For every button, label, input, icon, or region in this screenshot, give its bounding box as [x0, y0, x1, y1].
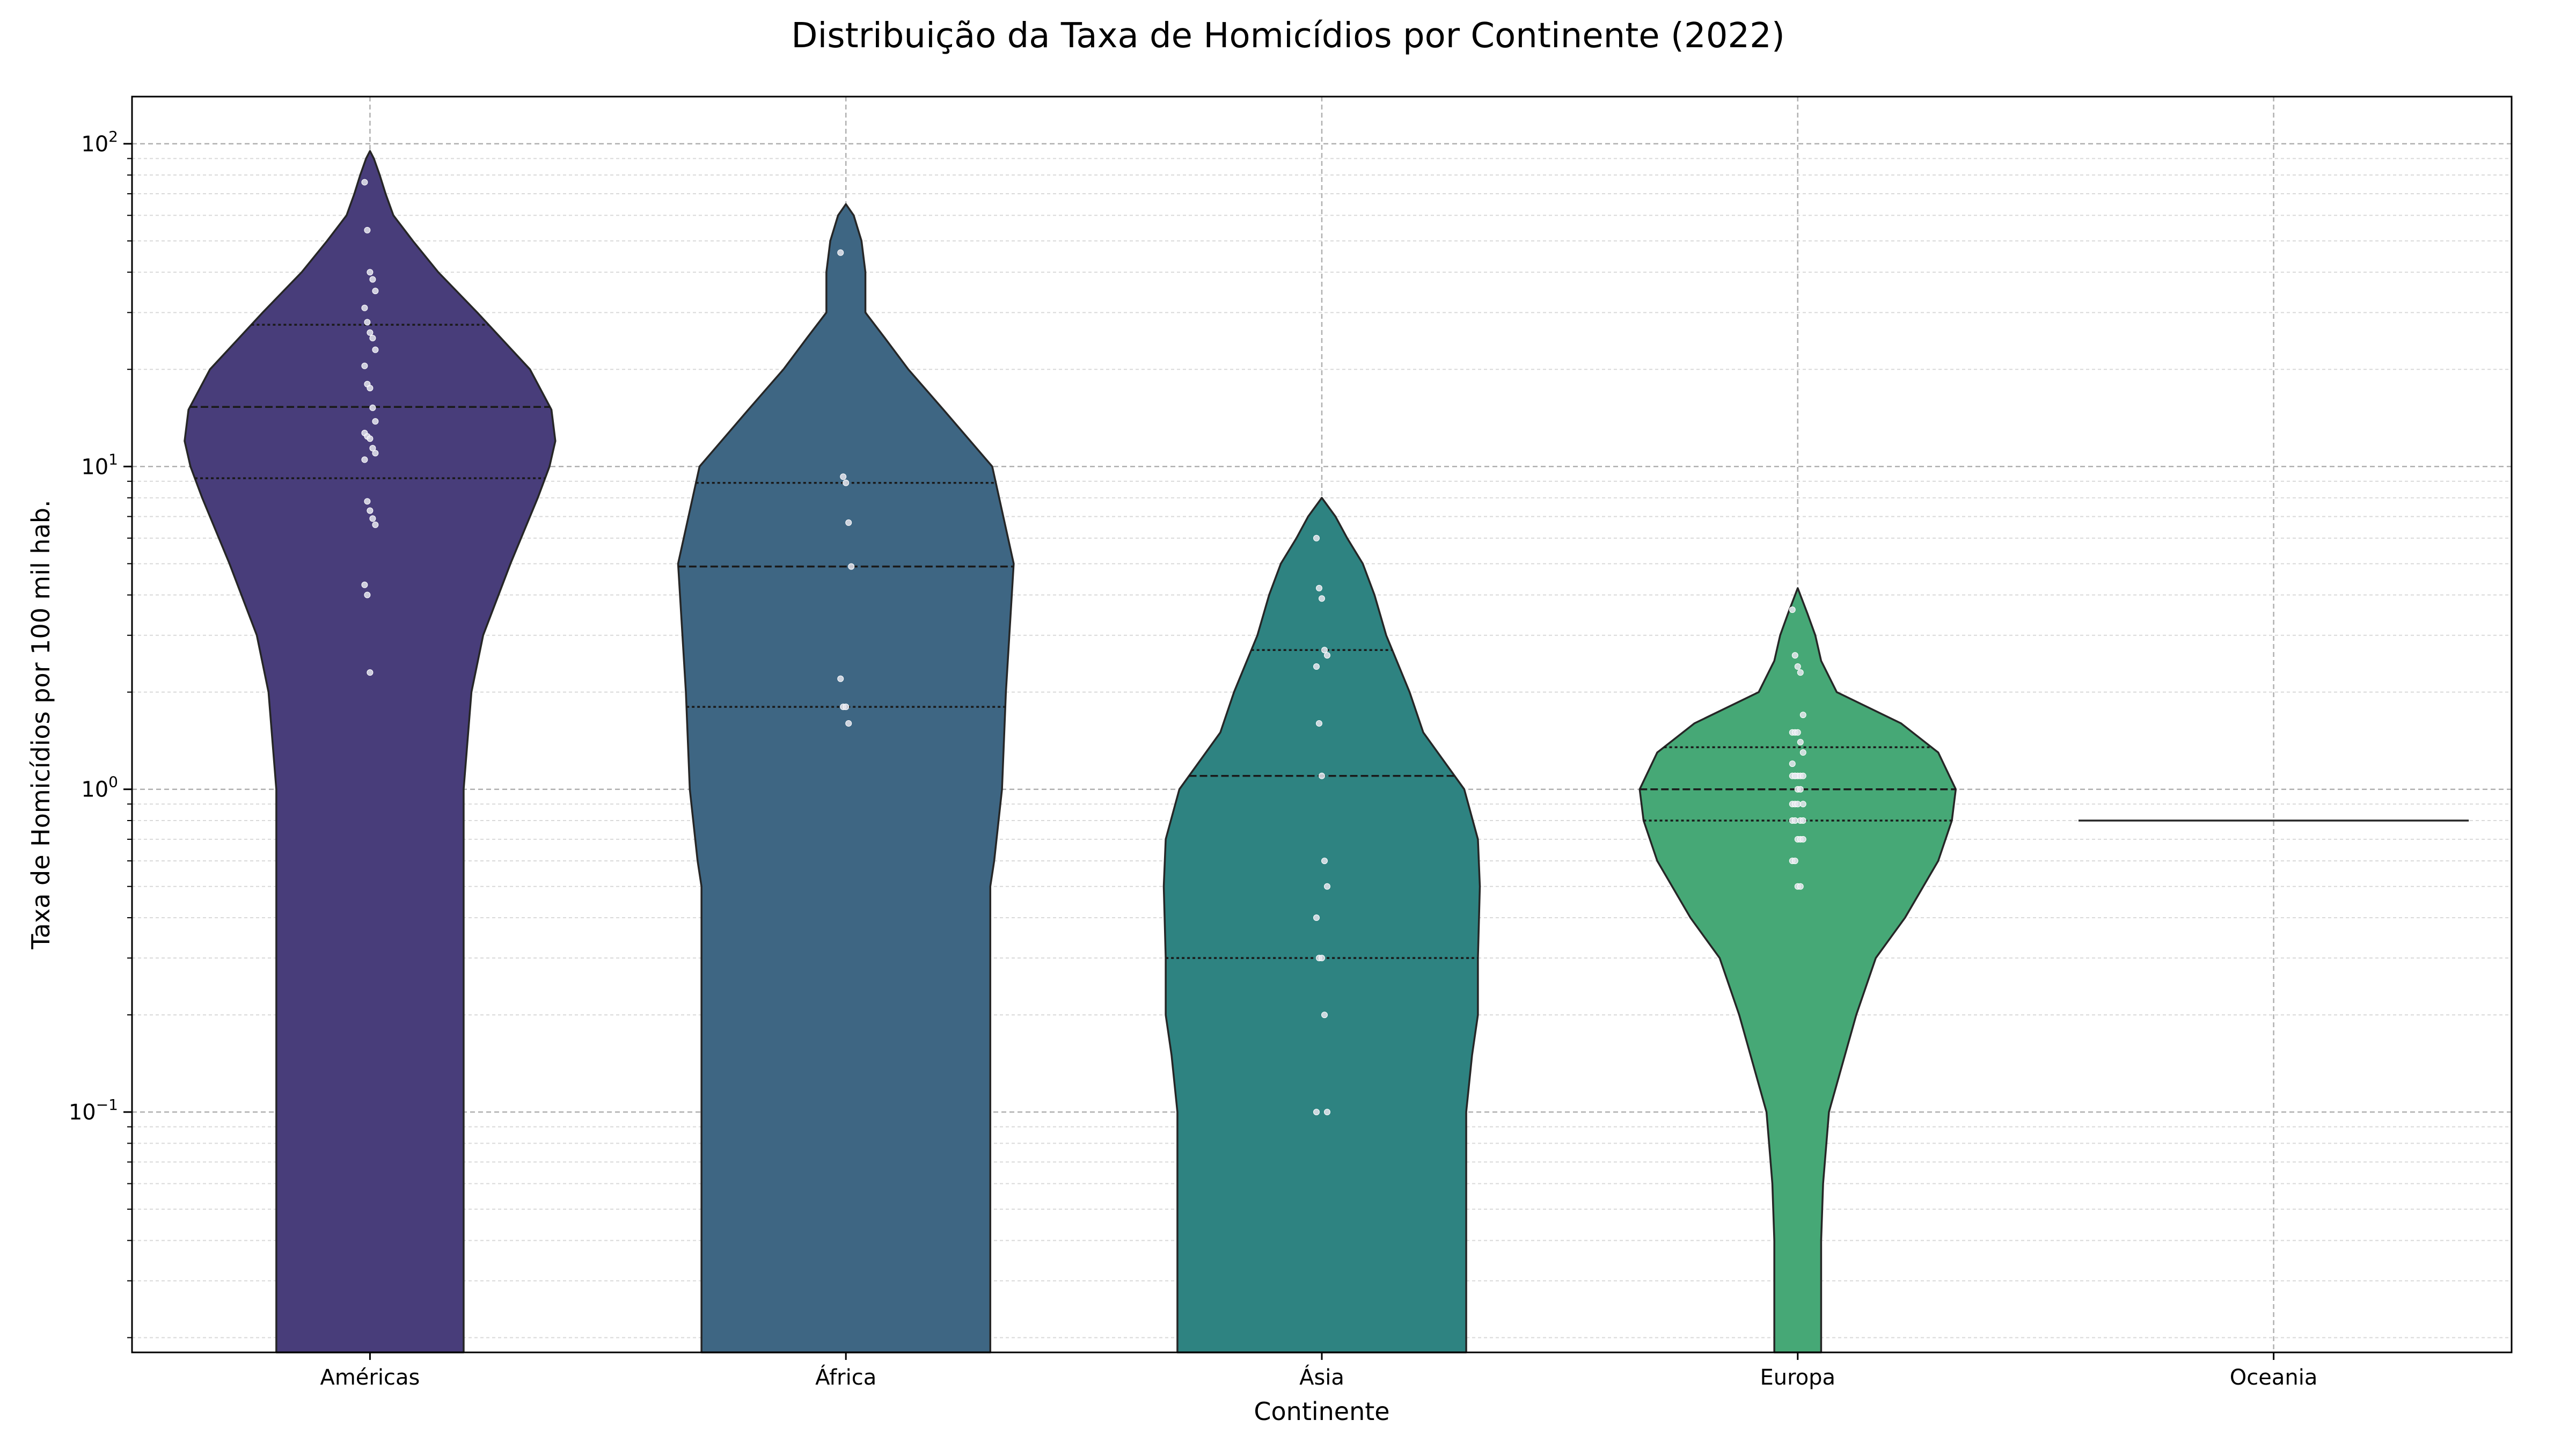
data-point: [1324, 883, 1330, 890]
data-point: [361, 179, 368, 186]
data-point: [848, 563, 855, 570]
data-point: [1797, 669, 1804, 676]
data-point: [1799, 712, 1806, 719]
data-point: [1794, 801, 1801, 808]
data-point: [1319, 772, 1325, 779]
data-point: [1799, 749, 1806, 756]
data-point: [361, 456, 368, 463]
data-point: [369, 445, 376, 452]
data-point: [845, 720, 852, 727]
data-point: [367, 385, 374, 392]
data-point: [1321, 858, 1328, 865]
data-point: [1313, 1109, 1320, 1116]
y-tick-label: 101: [81, 450, 118, 479]
x-tick-label: Oceania: [2230, 1365, 2318, 1390]
data-point: [361, 304, 368, 311]
data-point: [845, 519, 852, 526]
point-layer: [361, 179, 1806, 1116]
data-point: [369, 276, 376, 283]
x-tick-label: Ásia: [1299, 1364, 1344, 1390]
x-tick-label: Américas: [320, 1365, 420, 1390]
x-tick-label: África: [815, 1364, 876, 1390]
data-point: [1791, 652, 1798, 659]
data-point: [843, 479, 850, 486]
data-point: [372, 450, 379, 457]
data-point: [1316, 584, 1322, 591]
data-point: [1319, 955, 1325, 962]
x-tick-label: Europa: [1760, 1365, 1836, 1390]
data-point: [1324, 652, 1330, 659]
data-point: [1794, 729, 1801, 736]
data-point: [364, 591, 371, 598]
data-point: [372, 346, 379, 353]
data-point: [1313, 663, 1320, 670]
violin-body: [677, 203, 1015, 1353]
data-point: [361, 581, 368, 588]
y-tick-label-exponent: 1: [108, 450, 118, 468]
data-point: [372, 288, 379, 295]
data-point: [1789, 760, 1796, 767]
data-point: [364, 498, 371, 505]
data-point: [1791, 817, 1798, 824]
data-point: [1313, 535, 1320, 541]
data-point: [1319, 595, 1325, 602]
y-tick-label: 100: [81, 773, 118, 802]
chart-title: Distribuição da Taxa de Homicídios por C…: [791, 16, 1785, 56]
data-point: [369, 404, 376, 411]
data-point: [372, 521, 379, 528]
data-point: [367, 507, 374, 514]
data-point: [840, 473, 847, 480]
data-point: [1789, 606, 1796, 613]
data-point: [1799, 772, 1806, 779]
data-point: [843, 704, 850, 711]
data-point: [1794, 663, 1801, 670]
data-point: [369, 515, 376, 522]
y-axis-label: Taxa de Homicídios por 100 mil hab.: [26, 500, 55, 949]
data-point: [1797, 883, 1804, 890]
data-point: [1313, 914, 1320, 921]
y-tick-label: 102: [81, 128, 118, 157]
data-point: [367, 669, 374, 676]
y-tick-label-base: 10: [81, 455, 108, 479]
y-tick-label-exponent: 2: [108, 128, 118, 145]
violin-layer: [184, 150, 2469, 1353]
data-point: [1799, 817, 1806, 824]
data-point: [367, 329, 374, 336]
data-point: [1797, 738, 1804, 745]
data-point: [372, 418, 379, 425]
y-tick-label-exponent: 0: [108, 773, 118, 791]
y-tick-label-base: 10: [81, 132, 108, 157]
y-tick-label: 10−1: [69, 1096, 118, 1125]
data-point: [1321, 647, 1328, 654]
data-point: [1799, 801, 1806, 808]
data-point: [1321, 1012, 1328, 1019]
violin-body: [1638, 587, 1957, 1353]
violin-body: [1162, 496, 1481, 1353]
data-point: [364, 319, 371, 326]
data-point: [1316, 720, 1322, 727]
data-point: [369, 334, 376, 341]
data-point: [1797, 786, 1804, 793]
x-axis-label: Continente: [1254, 1397, 1389, 1426]
data-point: [364, 226, 371, 233]
data-point: [1791, 772, 1798, 779]
data-point: [367, 435, 374, 442]
data-point: [1324, 1109, 1330, 1116]
data-point: [1799, 836, 1806, 843]
violin-body: [184, 150, 557, 1353]
data-point: [837, 675, 844, 682]
y-tick-label-exponent: −1: [96, 1096, 118, 1114]
data-point: [1791, 858, 1798, 865]
data-point: [837, 249, 844, 256]
y-tick-label-base: 10: [81, 778, 108, 802]
data-point: [367, 269, 374, 276]
data-point: [361, 362, 368, 369]
y-tick-label-base: 10: [69, 1100, 96, 1125]
